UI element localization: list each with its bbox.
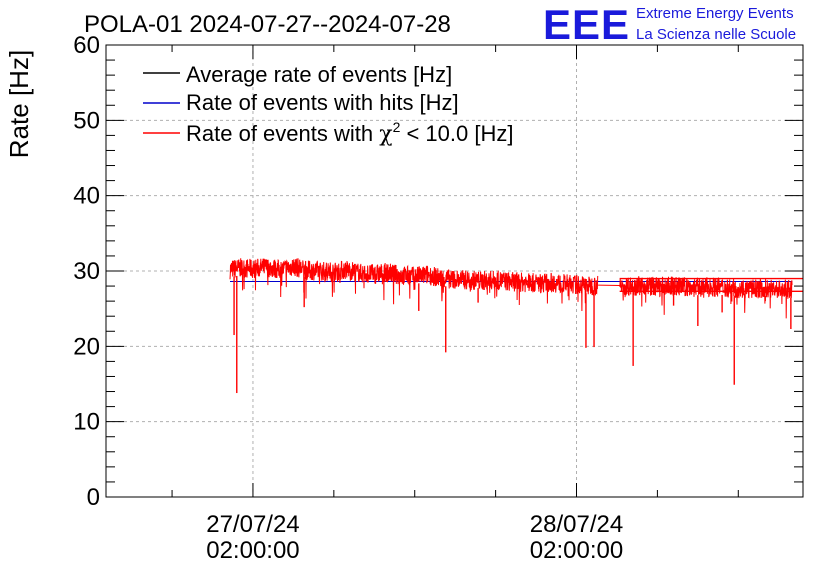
logo-line2: La Scienza nelle Scuole bbox=[636, 26, 796, 43]
legend-label-hits: Rate of events with hits [Hz] bbox=[186, 90, 459, 115]
y-tick-label: 30 bbox=[73, 258, 100, 285]
legend-label-chi-superscript: 2 bbox=[393, 119, 401, 135]
y-tick-label: 40 bbox=[73, 183, 100, 210]
eee-logo: EEE Extreme Energy Events La Scienza nel… bbox=[543, 1, 796, 48]
y-tick-labels: 0 10 20 30 40 50 60 bbox=[73, 32, 100, 511]
y-tick-label: 10 bbox=[73, 409, 100, 436]
series-layer bbox=[230, 258, 803, 393]
chart-title: POLA-01 2024-07-27--2024-07-28 bbox=[84, 11, 451, 38]
legend-label-chi2-suffix: < 10.0 [Hz] bbox=[400, 121, 513, 146]
logo-line1: Extreme Energy Events bbox=[636, 5, 794, 22]
legend-label-chi-symbol: χ bbox=[379, 122, 392, 147]
y-axis-label: Rate [Hz] bbox=[4, 50, 34, 158]
y-tick-label: 60 bbox=[73, 32, 100, 59]
legend-label-average: Average rate of events [Hz] bbox=[186, 62, 452, 87]
y-tick-label: 0 bbox=[87, 484, 100, 511]
legend-label-chi2-prefix: Rate of events with bbox=[186, 121, 379, 146]
logo-mark: EEE bbox=[543, 1, 630, 48]
x-tick-date: 28/07/24 bbox=[530, 511, 623, 538]
x-tick-time: 02:00:00 bbox=[530, 537, 623, 564]
legend-entry-hits: Rate of events with hits [Hz] bbox=[143, 90, 459, 115]
y-tick-label: 20 bbox=[73, 333, 100, 360]
legend-label-chi2: Rate of events with χ2 < 10.0 [Hz] bbox=[186, 119, 513, 147]
legend-entry-chi2: Rate of events with χ2 < 10.0 [Hz] bbox=[143, 119, 513, 147]
y-tick-label: 50 bbox=[73, 107, 100, 134]
x-tick-date: 27/07/24 bbox=[206, 511, 299, 538]
legend: Average rate of events [Hz] Rate of even… bbox=[143, 62, 513, 147]
legend-entry-average: Average rate of events [Hz] bbox=[143, 62, 452, 87]
x-tick-time: 02:00:00 bbox=[206, 537, 299, 564]
series-line-chi2 bbox=[230, 258, 792, 318]
